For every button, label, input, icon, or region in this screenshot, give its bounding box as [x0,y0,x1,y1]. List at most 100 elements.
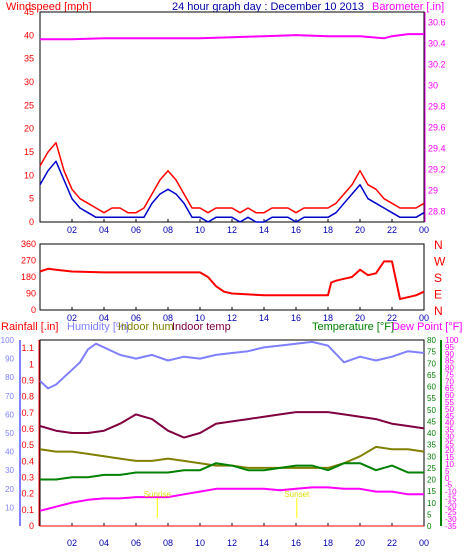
humidity-tick-label: 30 [5,466,14,475]
wind-axis-label: Windspeed [mph] [6,1,92,13]
temperature-axis-label: Temperature [°F] [312,321,394,333]
direction-tick-label: 270 [21,256,36,266]
temperature-tick-label: 0 [427,522,432,531]
x-tick-label: 14 [259,225,269,235]
dew-point-line [39,486,424,512]
barometer-tick-label: 29.8 [428,102,446,112]
dew-tick-label: 5 [445,467,450,476]
barometer-tick-label: 30.2 [428,60,446,70]
dew-tick-label: 55 [445,398,454,407]
x-tick-label: 22 [387,313,397,323]
direction-tick-label: 180 [21,272,36,282]
wind-tick-label: 35 [24,54,34,64]
temperature-tick-label: 10 [427,499,436,508]
dew-tick-label: 10 [445,460,454,469]
x-tick-label: 04 [99,538,109,548]
wind-tick-label: 0 [29,217,34,227]
x-tick-label: 02 [67,225,77,235]
dew-tick-label: -5 [445,481,453,490]
barometer-tick-label: 30.6 [428,18,446,28]
temperature-tick-label: 75 [427,348,436,357]
sunrise-label: Sunrise [144,490,172,499]
humidity-tick-label: 90 [5,355,14,364]
temperature-tick-label: 55 [427,394,436,403]
rain-tick-label: 0.9 [21,375,34,385]
sunset-label: Sunset [284,490,310,499]
x-tick-label: 06 [131,313,141,323]
wind-tick-label: 30 [24,77,34,87]
x-tick-label: 04 [99,313,109,323]
temperature-line [40,462,424,481]
rain-tick-label: 0.8 [21,392,34,402]
rain-tick-label: 0.5 [21,440,34,450]
barometer-tick-label: 30.4 [428,39,446,49]
dew-tick-label: 65 [445,384,454,393]
dew-tick-label: 30 [445,432,454,441]
temperature-tick-label: 30 [427,452,436,461]
x-tick-label: 20 [355,225,365,235]
x-tick-label: 06 [131,225,141,235]
rain-tick-label: 1.1 [21,343,34,353]
x-tick-label: 22 [387,538,397,548]
rainfall-axis-label: Rainfall [.in] [1,321,58,333]
x-tick-label: 22 [387,225,397,235]
wind-average-line [39,160,425,223]
x-tick-label: 18 [323,313,333,323]
chart-title: 24 hour graph day : December 10 2013 [172,1,364,13]
x-tick-label: 20 [355,538,365,548]
rain-tick-label: 0.7 [21,408,34,418]
dew-tick-label: 35 [445,426,454,435]
axis-ticks: 0202020404040606060808081010101212121414… [1,7,459,548]
x-tick-label: 08 [163,538,173,548]
rain-tick-label: 0.4 [21,456,34,466]
x-tick-label: 14 [259,313,269,323]
wind-tick-label: 15 [24,147,34,157]
x-tick-label: 00 [419,225,429,235]
compass-label: N [434,304,443,318]
direction-panel-frame [39,243,425,311]
barometer-tick-label: 29.2 [428,165,446,175]
indoor-temp-line [39,411,425,439]
humidity-line [39,340,425,390]
dew-tick-label: 85 [445,357,454,366]
x-tick-label: 10 [195,225,205,235]
temperature-tick-label: 65 [427,371,436,380]
dew-tick-label: 75 [445,370,454,379]
temperature-tick-label: 40 [427,429,436,438]
dew-tick-label: -15 [445,494,457,503]
x-tick-label: 20 [355,313,365,323]
temperature-tick-label: 70 [427,359,436,368]
wind-tick-label: 45 [24,7,34,17]
humidity-tick-label: 80 [5,373,14,382]
chart-series: Sunrise Sunset [39,33,425,527]
direction-tick-label: 90 [26,289,36,299]
x-tick-label: 00 [419,313,429,323]
dew-tick-label: -25 [445,508,457,517]
dew-tick-label: -20 [445,501,457,510]
x-tick-label: 08 [163,225,173,235]
x-tick-label: 00 [419,538,429,548]
dew-tick-label: -10 [445,488,457,497]
x-tick-label: 12 [227,313,237,323]
x-tick-label: 02 [67,313,77,323]
humidity-axis-label: Humidity [%] [67,321,129,333]
rain-tick-label: 0.2 [21,489,34,499]
barometer-tick-label: 29.6 [428,123,446,133]
x-tick-label: 18 [323,538,333,548]
wind-tick-label: 40 [24,30,34,40]
x-tick-label: 12 [227,225,237,235]
dew-tick-label: 60 [445,391,454,400]
barometer-tick-label: 28.8 [428,207,446,217]
wind-tick-label: 10 [24,170,34,180]
x-tick-label: 14 [259,538,269,548]
barometer-axis-label: Barometer [.in] [372,1,444,13]
dew-tick-label: 45 [445,412,454,421]
x-tick-label: 06 [131,538,141,548]
dew-tick-label: 20 [445,446,454,455]
x-tick-label: 02 [67,538,77,548]
temperature-tick-label: 80 [427,336,436,345]
temperature-tick-label: 50 [427,406,436,415]
compass-label: W [434,255,446,269]
temperature-tick-label: 60 [427,383,436,392]
